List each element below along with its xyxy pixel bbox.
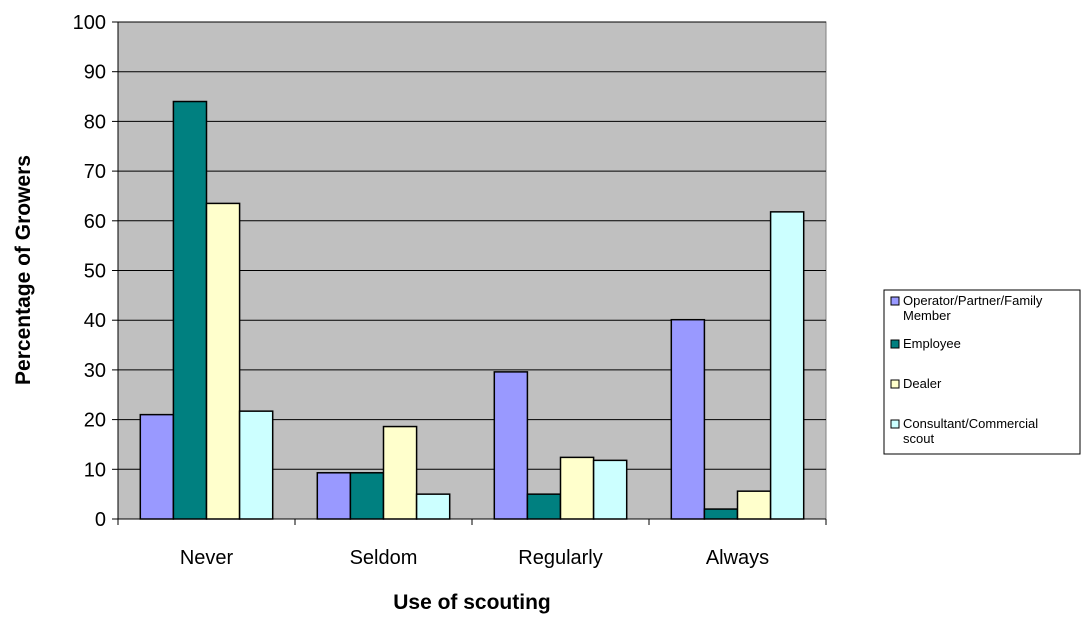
bar-regularly-series-1 (493, 371, 529, 520)
legend-swatch (890, 379, 900, 389)
y-tick-label: 40 (84, 310, 106, 332)
bar-never-series-2 (172, 100, 208, 520)
y-ticks: 0 10 20 30 40 50 60 70 80 90 100 (73, 12, 118, 531)
bar-regularly-series-2 (526, 493, 562, 520)
legend-label: Operator/Partner/Family Member (903, 293, 1043, 323)
bar-seldom-series-4 (415, 493, 451, 520)
x-tick-label: Regularly (518, 547, 602, 569)
legend-box (883, 289, 1081, 455)
y-tick-label: 100 (73, 12, 106, 34)
legend: Operator/Partner/Family Member Employee Dea… (883, 289, 1081, 455)
y-axis-title: Percentage of Growers (12, 155, 35, 385)
legend-swatch (890, 339, 900, 349)
y-tick-label: 0 (95, 509, 106, 531)
bar-always-series-3 (736, 490, 772, 520)
x-tick-label: Seldom (350, 547, 418, 569)
y-tick-label: 60 (84, 211, 106, 233)
y-tick-label: 90 (84, 62, 106, 84)
y-tick-label: 80 (84, 111, 106, 133)
legend-swatch (890, 296, 900, 306)
y-tick-label: 50 (84, 261, 106, 283)
bar-never-series-4 (238, 410, 274, 520)
bar-seldom-series-1 (316, 472, 352, 520)
bar-always-series-1 (670, 318, 706, 520)
bar-seldom-series-2 (349, 472, 385, 520)
x-axis-title: Use of scouting (393, 591, 551, 614)
bar-seldom-series-3 (382, 425, 418, 520)
y-tick-label: 10 (84, 459, 106, 481)
bar-regularly-series-4 (592, 459, 628, 520)
bar-always-series-4 (769, 211, 805, 520)
legend-swatch (890, 419, 900, 429)
y-tick-label: 30 (84, 360, 106, 382)
x-tick-label: Never (180, 547, 234, 569)
bar-always-series-2 (703, 508, 739, 520)
legend-label: Employee (903, 336, 961, 351)
legend-label: Dealer (903, 376, 942, 391)
x-ticks: Never Seldom Regularly Always (117, 519, 827, 569)
bar-never-series-3 (205, 202, 241, 520)
bar-never-series-1 (139, 413, 175, 520)
bar-regularly-series-3 (559, 456, 595, 520)
y-tick-label: 70 (84, 161, 106, 183)
x-tick-label: Always (706, 547, 769, 569)
y-tick-label: 20 (84, 410, 106, 432)
legend-label: Consultant/Commercial scout (903, 416, 1038, 446)
